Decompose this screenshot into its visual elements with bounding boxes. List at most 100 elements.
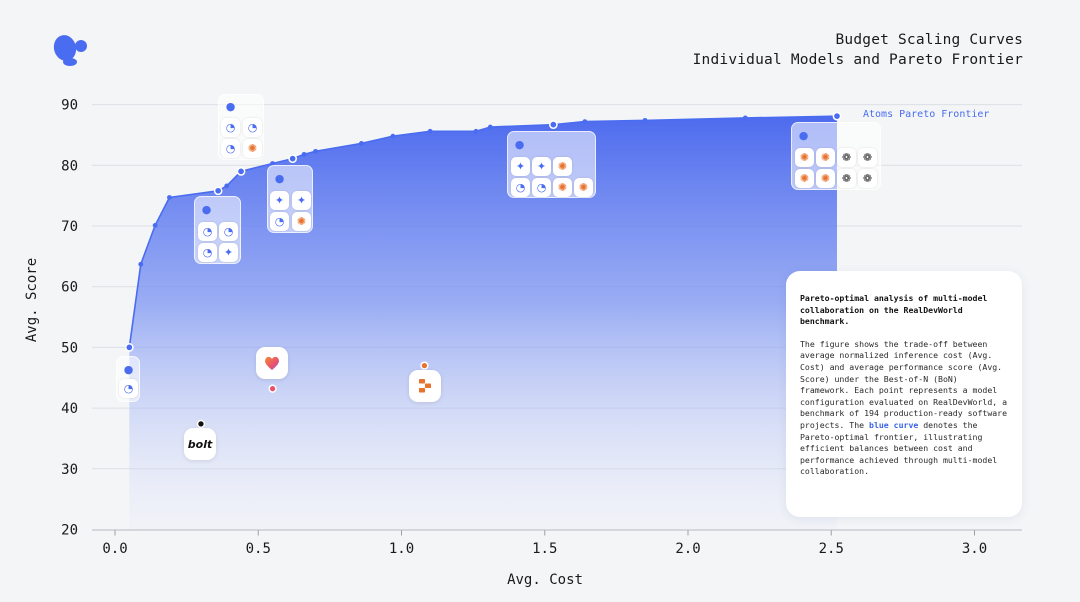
claude-icon: ✺: [553, 178, 572, 197]
frontier-point: [642, 117, 648, 123]
y-tick-label: 40: [61, 401, 78, 417]
frontier-point: [270, 161, 275, 166]
replit-logo-icon: [409, 370, 441, 402]
deepseek-icon: ◔: [221, 139, 240, 158]
claude-icon: ✺: [292, 212, 311, 231]
chart-title: Budget Scaling Curves: [835, 32, 1023, 48]
y-tick-label: 80: [61, 158, 78, 174]
frontier-highlight-point: [124, 343, 134, 352]
info-card: Pareto-optimal analysis of multi-model c…: [786, 271, 1022, 517]
lovable-logo-icon: [256, 347, 288, 379]
qwen-icon: ✦: [219, 243, 238, 262]
frontier-point: [138, 261, 144, 267]
deepseek-icon: ◔: [119, 379, 138, 398]
atoms-icon: ●: [123, 363, 134, 376]
openai-icon: ❁: [837, 169, 856, 188]
x-tick-label: 1.5: [532, 541, 557, 557]
claude-icon: ✺: [816, 169, 835, 188]
atoms-icon: ●: [798, 129, 809, 142]
frontier-point: [301, 151, 307, 157]
model-badge-3: ● ◔ ◔ ◔ ✺: [218, 94, 264, 160]
model-badge-2: ● ◔ ◔ ◔ ✦: [194, 196, 241, 264]
chart-subtitle: Individual Models and Pareto Frontier: [692, 52, 1023, 68]
info-highlight: blue curve: [869, 419, 919, 430]
x-tick-label: 2.0: [675, 541, 700, 557]
claude-icon: ✺: [243, 139, 262, 158]
deepseek-icon: ◔: [198, 243, 217, 262]
y-tick-label: 20: [61, 523, 78, 539]
openai-icon: ❁: [837, 148, 856, 167]
deepseek-icon: ◔: [532, 178, 551, 197]
atoms-icon: ●: [514, 138, 525, 151]
info-heading: Pareto-optimal analysis of multi-model c…: [800, 293, 988, 327]
claude-icon: ✺: [795, 148, 814, 167]
chart-title-block: Budget Scaling Curves Individual Models …: [693, 30, 1023, 70]
points-layer: [124, 111, 842, 429]
qwen-icon: ✦: [270, 191, 289, 210]
bolt-logo: bolt: [184, 428, 216, 460]
frontier-highlight-point: [548, 120, 558, 129]
claude-icon: ✺: [816, 148, 835, 167]
frontier-point: [742, 115, 748, 121]
frontier-point: [152, 222, 158, 228]
frontier-highlight-point: [832, 111, 842, 121]
y-tick-label: 90: [61, 98, 78, 114]
claude-icon: ✺: [795, 169, 814, 188]
frontier-point: [473, 128, 479, 134]
atoms-icon: ●: [201, 203, 212, 216]
y-tick-label: 30: [61, 462, 78, 478]
deepseek-icon: ◔: [219, 222, 238, 241]
deepseek-icon: ◔: [243, 118, 262, 137]
frontier-highlight-point: [288, 154, 297, 163]
x-tick-label: 0.5: [246, 541, 271, 557]
frontier-highlight-point: [236, 167, 246, 176]
openai-icon: ❁: [858, 148, 877, 167]
atoms-logo: [50, 30, 88, 68]
info-body: The figure shows the trade-off between a…: [800, 339, 1008, 478]
y-tick-label: 70: [61, 219, 78, 235]
claude-icon: ✺: [553, 157, 572, 176]
series-label: Atoms Pareto Frontier: [863, 109, 989, 120]
point-bolt: [196, 419, 206, 429]
atoms-icon: ●: [225, 100, 236, 113]
openai-icon: ❁: [858, 169, 877, 188]
area-layer: [128, 115, 837, 530]
deepseek-icon: ◔: [270, 212, 289, 231]
x-tick-label: 1.0: [389, 541, 414, 557]
frontier-point: [487, 124, 493, 130]
x-tick-label: 3.0: [962, 541, 987, 557]
info-body-part1: The figure shows the trade-off between a…: [800, 338, 1008, 430]
model-badge-5: ● ✦ ✦ ✺ ◔ ◔ ✺ ✺: [507, 131, 596, 198]
frontier-point: [358, 141, 364, 146]
ticks-layer: 0.0 0.5 1.0 1.5 2.0 2.5 3.0 20 30 40 50 60 70 80 90: [61, 98, 987, 557]
frontier-highlight-point: [213, 186, 223, 196]
x-tick-label: 0.0: [102, 541, 127, 557]
y-tick-label: 60: [61, 280, 78, 296]
deepseek-icon: ◔: [221, 118, 240, 137]
deepseek-icon: ◔: [511, 178, 530, 197]
model-badge-1: ● ◔: [116, 356, 140, 402]
point-lovable: [268, 384, 277, 393]
frontier-point: [582, 119, 588, 124]
point-replit: [420, 361, 429, 370]
y-axis-label: Avg. Score: [24, 258, 40, 342]
frontier-point: [224, 183, 230, 189]
bolt-label: bolt: [187, 437, 213, 451]
info-body-part2: denotes the Pareto-optimal frontier, ill…: [800, 419, 998, 477]
model-badge-4: ● ✦ ✦ ◔ ✺: [267, 165, 313, 233]
y-tick-label: 50: [61, 340, 78, 356]
deepseek-icon: ◔: [198, 222, 217, 241]
frontier-point: [427, 128, 433, 134]
frontier-point: [167, 195, 172, 200]
qwen-icon: ✦: [532, 157, 551, 176]
x-tick-label: 2.5: [819, 541, 844, 557]
frontier-point: [313, 148, 318, 154]
frontier-point: [390, 133, 396, 139]
qwen-icon: ✦: [292, 191, 311, 210]
atoms-icon: ●: [274, 172, 285, 185]
x-axis-label: Avg. Cost: [507, 572, 583, 588]
qwen-icon: ✦: [511, 157, 530, 176]
model-badge-6: ● ✺ ✺ ❁ ❁ ✺ ✺ ❁ ❁: [791, 122, 881, 190]
axis-layer: [92, 529, 1022, 536]
claude-icon: ✺: [574, 178, 593, 197]
